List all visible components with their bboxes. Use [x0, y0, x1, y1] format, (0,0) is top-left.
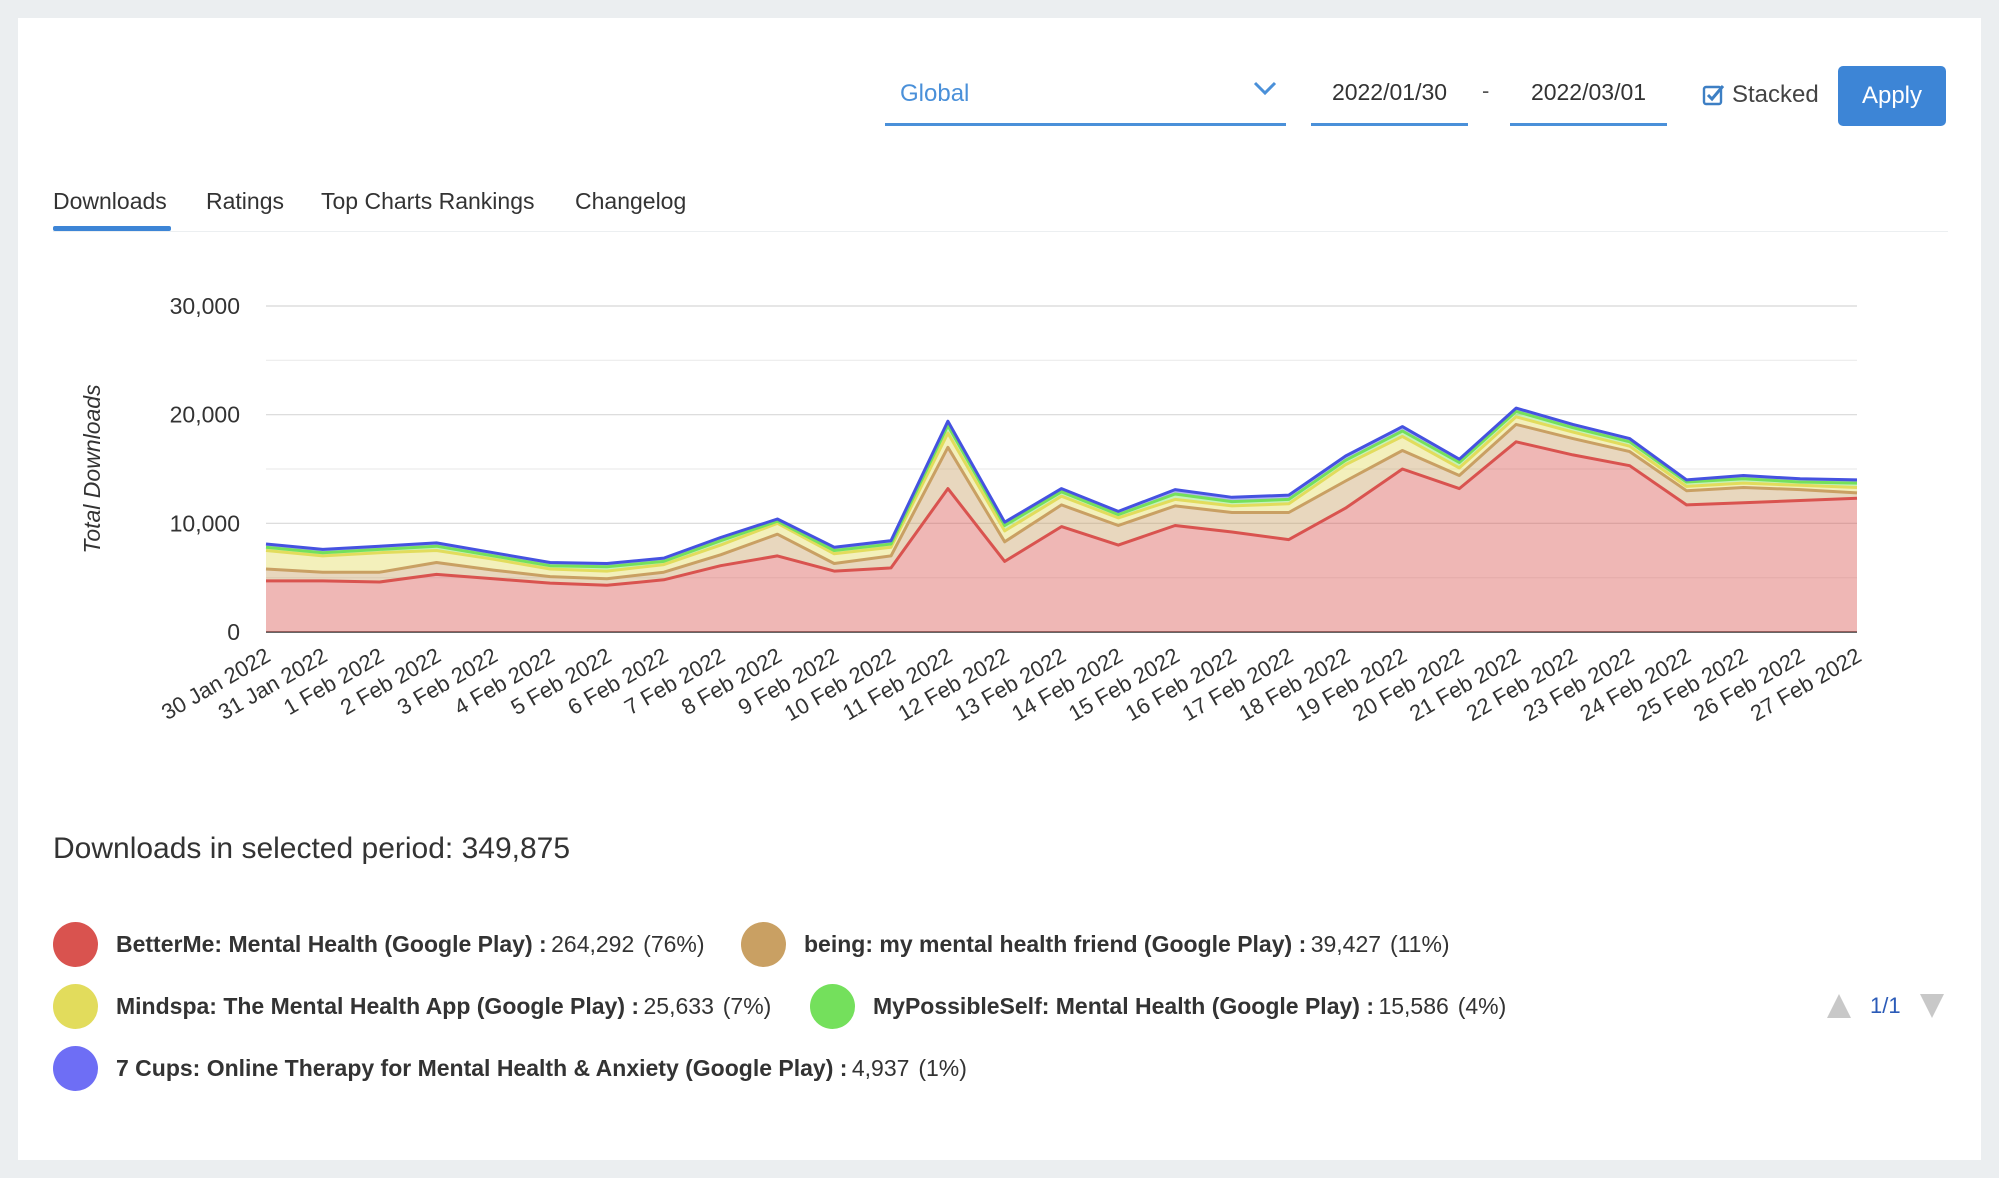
legend-swatch [741, 921, 786, 967]
legend-item[interactable]: BetterMe: Mental Health (Google Play) : … [53, 921, 705, 967]
tab-active-indicator [53, 226, 171, 231]
series-line [265, 406, 1858, 565]
date-range-separator: - [1482, 78, 1490, 103]
legend-series-percent: (1%) [918, 1054, 967, 1081]
tab-divider [53, 231, 1948, 232]
legend-series-value: 15,586 [1378, 992, 1449, 1019]
legend-series-name: MyPossibleSelf: Mental Health (Google Pl… [873, 992, 1374, 1019]
checkbox-checked-icon [1702, 85, 1725, 106]
legend-series-percent: (76%) [643, 930, 705, 957]
y-tick-label: 10,000 [170, 510, 240, 536]
stacked-label: Stacked [1732, 81, 1819, 108]
tab-ratings[interactable]: Ratings [206, 188, 284, 214]
tab-changelog[interactable]: Changelog [575, 188, 687, 214]
date-from-input[interactable]: 2022/01/30 [1311, 68, 1468, 126]
region-select-value: Global [900, 80, 970, 107]
legend-swatch [53, 921, 98, 967]
y-tick-label: 0 [227, 619, 240, 645]
legend-series-value: 264,292 [551, 930, 635, 957]
stacked-checkbox[interactable]: Stacked [1702, 80, 1819, 110]
series-line [265, 422, 1858, 581]
legend-item[interactable]: Mindspa: The Mental Health App (Google P… [53, 983, 771, 1029]
legend-series-value: 25,633 [643, 992, 714, 1019]
period-summary-value: 349,875 [461, 832, 571, 865]
tab-top-charts-rankings[interactable]: Top Charts Rankings [321, 188, 535, 214]
series-line [265, 415, 1858, 573]
legend-series-name: 7 Cups: Online Therapy for Mental Health… [116, 1054, 848, 1081]
legend-series-percent: (4%) [1457, 992, 1507, 1019]
legend-swatch [53, 983, 98, 1029]
legend-pager: 1/1 [1826, 989, 1945, 1023]
legend-series-percent: (7%) [722, 992, 772, 1019]
legend-series-name: BetterMe: Mental Health (Google Play) : [116, 930, 547, 957]
period-summary-label: Downloads in selected period: [53, 832, 454, 865]
legend-item[interactable]: being: my mental health friend (Google P… [741, 921, 1450, 967]
legend-series-name: being: my mental health friend (Google P… [804, 930, 1307, 957]
series-area [266, 441, 1857, 632]
legend-swatch [810, 983, 855, 1029]
period-summary: Downloads in selected period: 349,875 [53, 832, 570, 866]
page-indicator: 1/1 [1870, 993, 1901, 1018]
y-axis-title: Total Downloads [79, 384, 105, 554]
region-select[interactable]: Global [885, 68, 1286, 126]
legend-item[interactable]: MyPossibleSelf: Mental Health (Google Pl… [810, 983, 1506, 1029]
tab-downloads[interactable]: Downloads [53, 188, 167, 214]
series-line [266, 440, 1858, 587]
y-tick-label: 30,000 [170, 293, 240, 319]
legend-item[interactable]: 7 Cups: Online Therapy for Mental Health… [53, 1045, 967, 1091]
chevron-down-icon [1253, 81, 1277, 96]
legend-series-percent: (11%) [1389, 930, 1450, 957]
apply-button[interactable]: Apply [1838, 66, 1946, 126]
page-down-icon[interactable] [1919, 992, 1945, 1020]
downloads-panel [18, 18, 1981, 1160]
page-up-icon[interactable] [1826, 992, 1852, 1020]
y-tick-label: 20,000 [170, 402, 240, 428]
series-area [266, 424, 1857, 586]
series-line [265, 409, 1858, 569]
legend-series-name: Mindspa: The Mental Health App (Google P… [116, 992, 640, 1019]
date-to-input[interactable]: 2022/03/01 [1510, 68, 1667, 126]
legend-series-value: 4,937 [851, 1054, 910, 1081]
legend-swatch [53, 1045, 98, 1091]
legend-series-value: 39,427 [1310, 930, 1382, 957]
